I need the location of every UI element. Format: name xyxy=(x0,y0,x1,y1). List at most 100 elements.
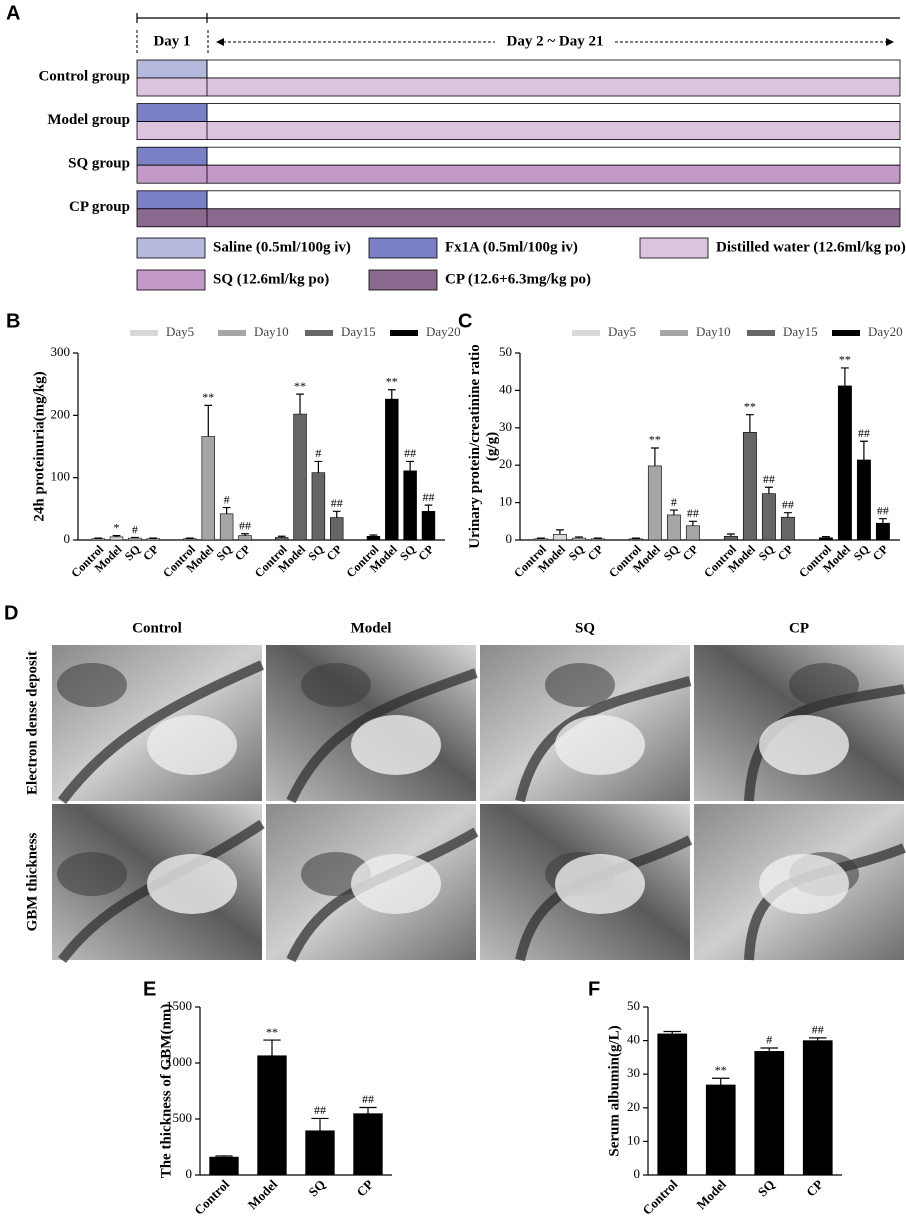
error-bar xyxy=(406,460,414,471)
bar xyxy=(353,1113,383,1176)
legend-swatch xyxy=(368,237,438,259)
significance: # xyxy=(766,1033,772,1047)
error-bar xyxy=(536,537,545,539)
error-bar xyxy=(859,440,868,460)
y-tick-label: 0 xyxy=(186,1166,193,1181)
error-bar xyxy=(149,537,158,539)
bar xyxy=(385,398,399,541)
bar xyxy=(403,470,417,541)
y-tick-label: 30 xyxy=(627,1065,640,1080)
bar xyxy=(628,538,643,541)
bar xyxy=(705,1084,736,1176)
error-bar xyxy=(263,1039,281,1056)
significance: ** xyxy=(386,375,398,389)
error-bar xyxy=(296,393,304,415)
legend-swatch xyxy=(660,330,688,336)
day1-bar xyxy=(136,59,208,79)
group-label: Model group xyxy=(47,112,130,128)
bar xyxy=(533,538,548,541)
x-tick-label: SQ xyxy=(305,1177,328,1200)
bar xyxy=(657,1033,688,1176)
column-header: Control xyxy=(132,620,182,636)
legend-swatch xyxy=(747,330,775,336)
bar xyxy=(91,538,105,541)
blank-bar xyxy=(206,146,901,166)
bar xyxy=(209,1156,239,1176)
x-tick-label: Control xyxy=(639,1176,680,1217)
bar xyxy=(780,516,795,541)
blank-bar xyxy=(206,190,901,210)
significance: ** xyxy=(202,390,214,404)
error-bar xyxy=(878,518,887,524)
y-tick-label: 1000 xyxy=(166,1054,192,1069)
bar xyxy=(146,538,160,541)
legend-label: Day10 xyxy=(254,324,289,339)
legend-label: Day10 xyxy=(696,324,731,339)
day-label: Day 1 xyxy=(153,33,190,49)
bar xyxy=(109,536,124,541)
bar xyxy=(128,537,142,541)
x-tick-label: CP xyxy=(870,542,891,563)
bar xyxy=(238,535,252,541)
error-bar xyxy=(669,509,678,515)
error-bar xyxy=(840,367,849,386)
bar xyxy=(421,511,436,541)
error-bar xyxy=(764,486,773,494)
error-bar xyxy=(783,512,792,518)
error-bar xyxy=(424,504,433,512)
lumen xyxy=(759,715,849,775)
error-bar xyxy=(94,537,103,539)
x-tick-label: Model xyxy=(245,1176,281,1212)
lumen xyxy=(351,854,441,914)
y-tick-label: 100 xyxy=(51,469,71,484)
group-label: SQ group xyxy=(68,156,130,172)
legend-label: Saline (0.5ml/100g iv) xyxy=(213,239,351,255)
cell xyxy=(545,663,615,707)
column-header: Model xyxy=(351,620,392,636)
y-tick-label: 20 xyxy=(499,456,512,471)
y-tick-label: 0 xyxy=(64,531,71,546)
cell xyxy=(57,852,127,896)
bar xyxy=(274,537,289,541)
gavage-bar xyxy=(136,208,901,228)
error-bar xyxy=(186,537,194,539)
x-tick-label: CP xyxy=(353,1177,376,1200)
panel-label: D xyxy=(4,602,18,624)
bar xyxy=(305,1130,335,1176)
day1-bar xyxy=(136,146,208,166)
significance: ## xyxy=(239,519,251,533)
y-tick-label: 10 xyxy=(627,1132,640,1147)
error-bar xyxy=(277,535,286,538)
significance: ## xyxy=(362,1092,374,1106)
legend-label: Day20 xyxy=(426,324,461,339)
error-bar xyxy=(369,534,378,537)
error-bar xyxy=(688,520,697,526)
significance: ## xyxy=(812,1023,824,1037)
significance: # xyxy=(315,446,321,460)
gavage-bar xyxy=(136,121,901,140)
error-bar xyxy=(593,537,602,539)
significance: ## xyxy=(404,446,416,460)
x-tick-label: Model xyxy=(693,1176,729,1212)
gavage-bar xyxy=(136,77,901,97)
significance: ## xyxy=(858,426,870,440)
bar xyxy=(742,431,757,541)
y-axis-label: The thickness of GBM(nm) xyxy=(158,1004,174,1179)
y-axis-label: 24h proteinuria(mg/kg) xyxy=(31,371,47,521)
significance: ## xyxy=(763,472,775,486)
error-bar xyxy=(712,1077,730,1085)
error-bar xyxy=(359,1106,377,1114)
y-tick-label: 0 xyxy=(506,531,513,546)
day-label: Day 2 ~ Day 21 xyxy=(507,33,604,49)
y-tick-label: 1500 xyxy=(166,998,192,1013)
error-bar xyxy=(314,460,323,473)
legend-swatch xyxy=(368,269,438,291)
error-bar xyxy=(631,537,640,539)
bar xyxy=(666,514,681,541)
lumen xyxy=(351,715,441,775)
panel-label: C xyxy=(458,310,472,332)
legend-swatch xyxy=(572,330,600,336)
error-bar xyxy=(809,1037,827,1041)
bar xyxy=(552,534,567,541)
y-axis-label: (g/g) xyxy=(484,432,500,461)
